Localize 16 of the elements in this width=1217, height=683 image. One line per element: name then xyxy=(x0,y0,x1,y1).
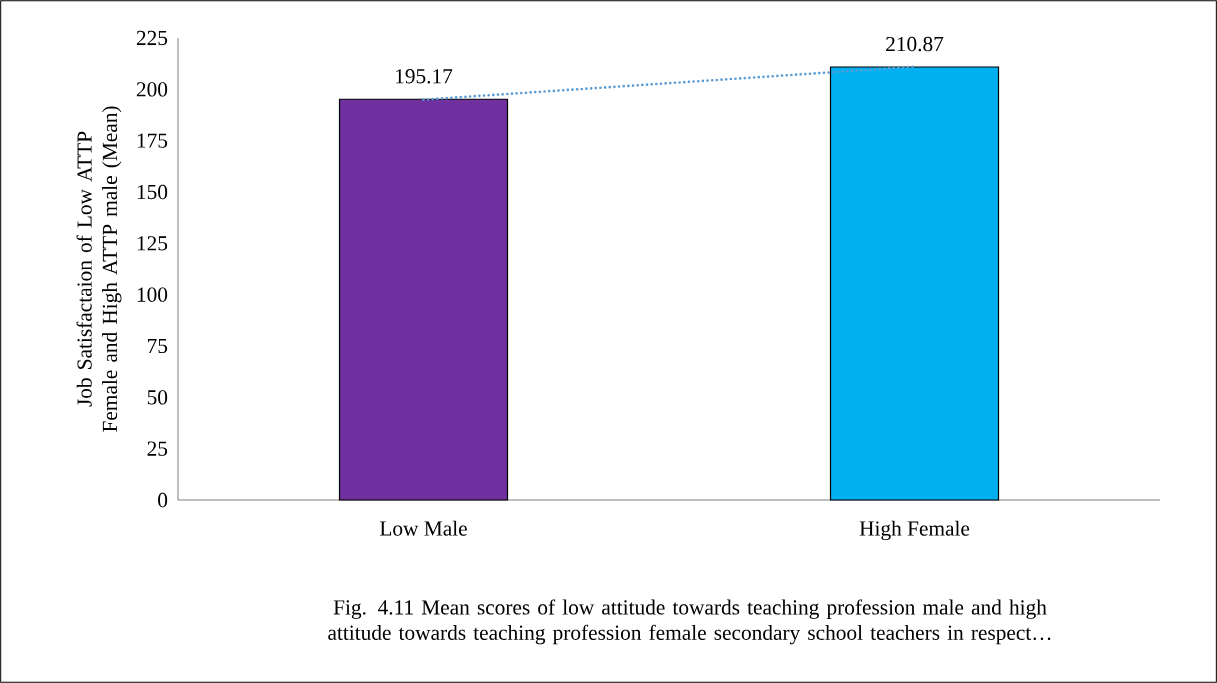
y-tick-label: 100 xyxy=(137,287,168,302)
y-axis-title: Job Satisfactaion of Low ATTP Female and High ATTP male (Mean) xyxy=(76,106,122,432)
y-tick-label: 225 xyxy=(136,30,168,46)
x-tick-label: Low Male xyxy=(379,520,467,536)
y-tick-label: 50 xyxy=(147,390,168,405)
y-tick-label: 150 xyxy=(137,184,168,200)
y-tick-label: 75 xyxy=(148,338,168,354)
data-label: 195.17 xyxy=(396,69,453,84)
x-tick-label: High Female xyxy=(859,520,970,541)
y-tick-label: 25 xyxy=(147,441,168,456)
y-tick-label: 200 xyxy=(136,82,168,97)
y-tick-label: 125 xyxy=(137,236,168,251)
y-tick-label: 175 xyxy=(137,133,168,148)
y-tick-label: 0 xyxy=(158,492,168,508)
caption: Fig. 4.11 Mean scores of low attitude towards teaching profession male and high attitude towards teaching profession female secondary school teachers in respect… xyxy=(328,599,1051,645)
data-label: 210.87 xyxy=(886,36,944,52)
